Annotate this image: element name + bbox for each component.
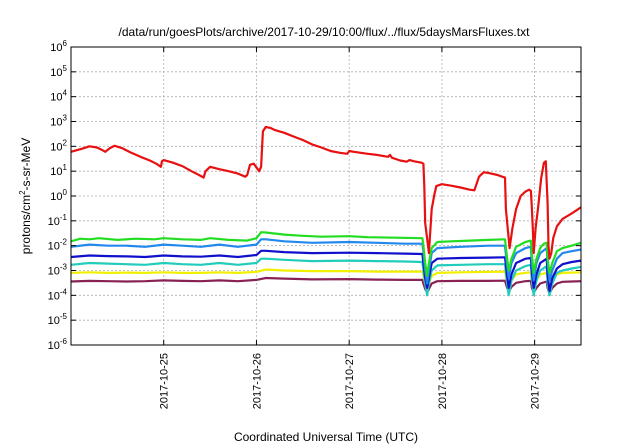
chart-title: /data/run/goesPlots/archive/2017-10-29/1… xyxy=(119,25,531,39)
y-tick-base: 10 xyxy=(48,315,60,327)
y-tick-base: 10 xyxy=(48,290,60,302)
y-tick-exponent: 6 xyxy=(63,39,68,48)
y-tick-exponent: -3 xyxy=(60,263,68,272)
y-tick-base: 10 xyxy=(48,216,60,228)
y-tick-label: 10-2 xyxy=(48,238,68,253)
y-tick-exponent: 4 xyxy=(63,89,68,98)
y-tick-base: 10 xyxy=(48,266,60,278)
y-tick-base: 10 xyxy=(50,92,62,104)
y-tick-base: 10 xyxy=(50,141,62,153)
series-line-5 xyxy=(70,268,582,289)
series-line-0 xyxy=(70,125,582,260)
y-tick-exponent: 3 xyxy=(63,114,68,123)
y-tick-label: 10-5 xyxy=(48,312,68,327)
y-tick-exponent: 5 xyxy=(63,64,68,73)
y-tick-label: 103 xyxy=(50,114,67,129)
y-tick-base: 10 xyxy=(48,241,60,253)
y-axis-label: protons/cm2-s-sr-MeV xyxy=(18,138,33,254)
y-tick-exponent: -1 xyxy=(60,213,68,222)
y-tick-label: 10-4 xyxy=(48,287,68,302)
x-tick-label: 2017-10-28 xyxy=(437,353,449,409)
series-line-6 xyxy=(70,276,582,295)
series-line-3 xyxy=(70,249,582,293)
x-tick-label: 2017-10-27 xyxy=(344,353,356,409)
y-tick-exponent: -2 xyxy=(60,238,68,247)
y-tick-exponent: -6 xyxy=(60,337,68,346)
x-tick-label: 2017-10-26 xyxy=(251,353,263,409)
y-tick-base: 10 xyxy=(48,340,60,352)
y-tick-label: 101 xyxy=(50,163,67,178)
y-tick-exponent: 2 xyxy=(63,138,68,147)
y-tick-exponent: -4 xyxy=(60,287,68,296)
y-tick-exponent: -5 xyxy=(60,312,68,321)
y-tick-label: 10-1 xyxy=(48,213,68,228)
y-tick-label: 100 xyxy=(50,188,67,203)
y-tick-label: 10-6 xyxy=(48,337,68,352)
series-lines xyxy=(70,125,582,297)
y-tick-base: 10 xyxy=(50,67,62,79)
series-line-1 xyxy=(70,231,582,278)
y-tick-exponent: 1 xyxy=(63,163,68,172)
y-tick-base: 10 xyxy=(50,191,62,203)
y-tick-label: 105 xyxy=(50,64,67,79)
y-tick-label: 102 xyxy=(50,138,67,153)
x-tick-label: 2017-10-25 xyxy=(159,353,171,409)
y-tick-base: 10 xyxy=(50,117,62,129)
y-tick-exponent: 0 xyxy=(63,188,68,197)
y-tick-label: 104 xyxy=(50,89,67,104)
x-tick-label: 2017-10-29 xyxy=(530,353,542,409)
y-tick-base: 10 xyxy=(50,166,62,178)
y-axis-ticks: 10-610-510-410-310-210-11001011021031041… xyxy=(48,39,581,352)
series-line-2 xyxy=(70,238,582,285)
y-tick-label: 106 xyxy=(50,39,67,54)
x-axis-label: Coordinated Universal Time (UTC) xyxy=(234,430,418,444)
series-line-4 xyxy=(70,257,582,297)
y-tick-label: 10-3 xyxy=(48,263,68,278)
x-axis-ticks: 2017-10-25 2017-10-26 2017-10-27 2017-10-28… xyxy=(159,47,542,409)
y-tick-base: 10 xyxy=(50,42,62,54)
